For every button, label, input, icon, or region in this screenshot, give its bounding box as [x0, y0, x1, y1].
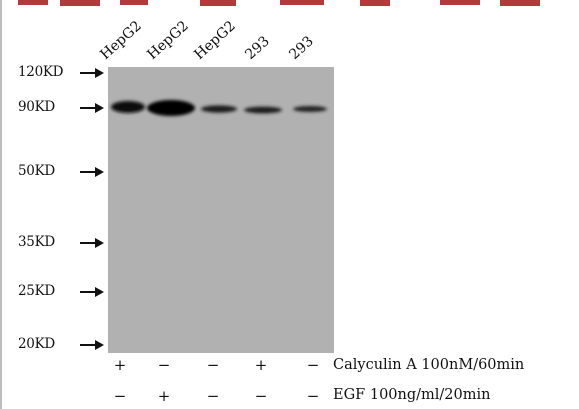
marker-arrow-icon [80, 103, 104, 113]
blot-bands [111, 100, 327, 116]
lane-label: 293 [286, 33, 317, 63]
treatment-sign: − [306, 356, 320, 374]
treatment-sign: − [206, 356, 220, 374]
band-lane-4 [244, 106, 282, 114]
marker-arrow-icon [80, 238, 104, 248]
treatment-sign: + [157, 387, 171, 405]
marker-label: 20KD [18, 336, 55, 352]
treatment-sign: − [306, 387, 320, 405]
treatment-label: EGF 100ng/ml/20min [333, 387, 491, 403]
marker-arrow-icon [80, 340, 104, 350]
marker-label: 120KD [18, 64, 64, 80]
left-border [0, 0, 2, 409]
treatment-sign: − [157, 356, 171, 374]
marker-label: 25KD [18, 283, 55, 299]
marker-arrow-icon [80, 68, 104, 78]
header-strip-graphic [18, 0, 540, 6]
lane-label: HepG2 [191, 17, 239, 63]
treatment-sign: + [113, 356, 127, 374]
band-lane-3 [201, 105, 237, 113]
marker-arrow-icon [80, 167, 104, 177]
band-lane-2 [147, 100, 195, 116]
treatment-label: Calyculin A 100nM/60min [333, 357, 525, 373]
treatment-sign: − [113, 387, 127, 405]
lane-label: HepG2 [144, 17, 192, 63]
marker-arrow-icon [80, 287, 104, 297]
treatment-sign: − [254, 387, 268, 405]
treatment-sign: − [206, 387, 220, 405]
band-lane-1 [111, 101, 145, 113]
lane-label: HepG2 [97, 17, 145, 63]
treatment-sign: + [254, 356, 268, 374]
marker-label: 35KD [18, 234, 55, 250]
blot-membrane [108, 67, 334, 353]
lane-label: 293 [242, 33, 273, 63]
marker-label: 90KD [18, 99, 55, 115]
marker-label: 50KD [18, 163, 55, 179]
band-lane-5 [293, 106, 327, 112]
